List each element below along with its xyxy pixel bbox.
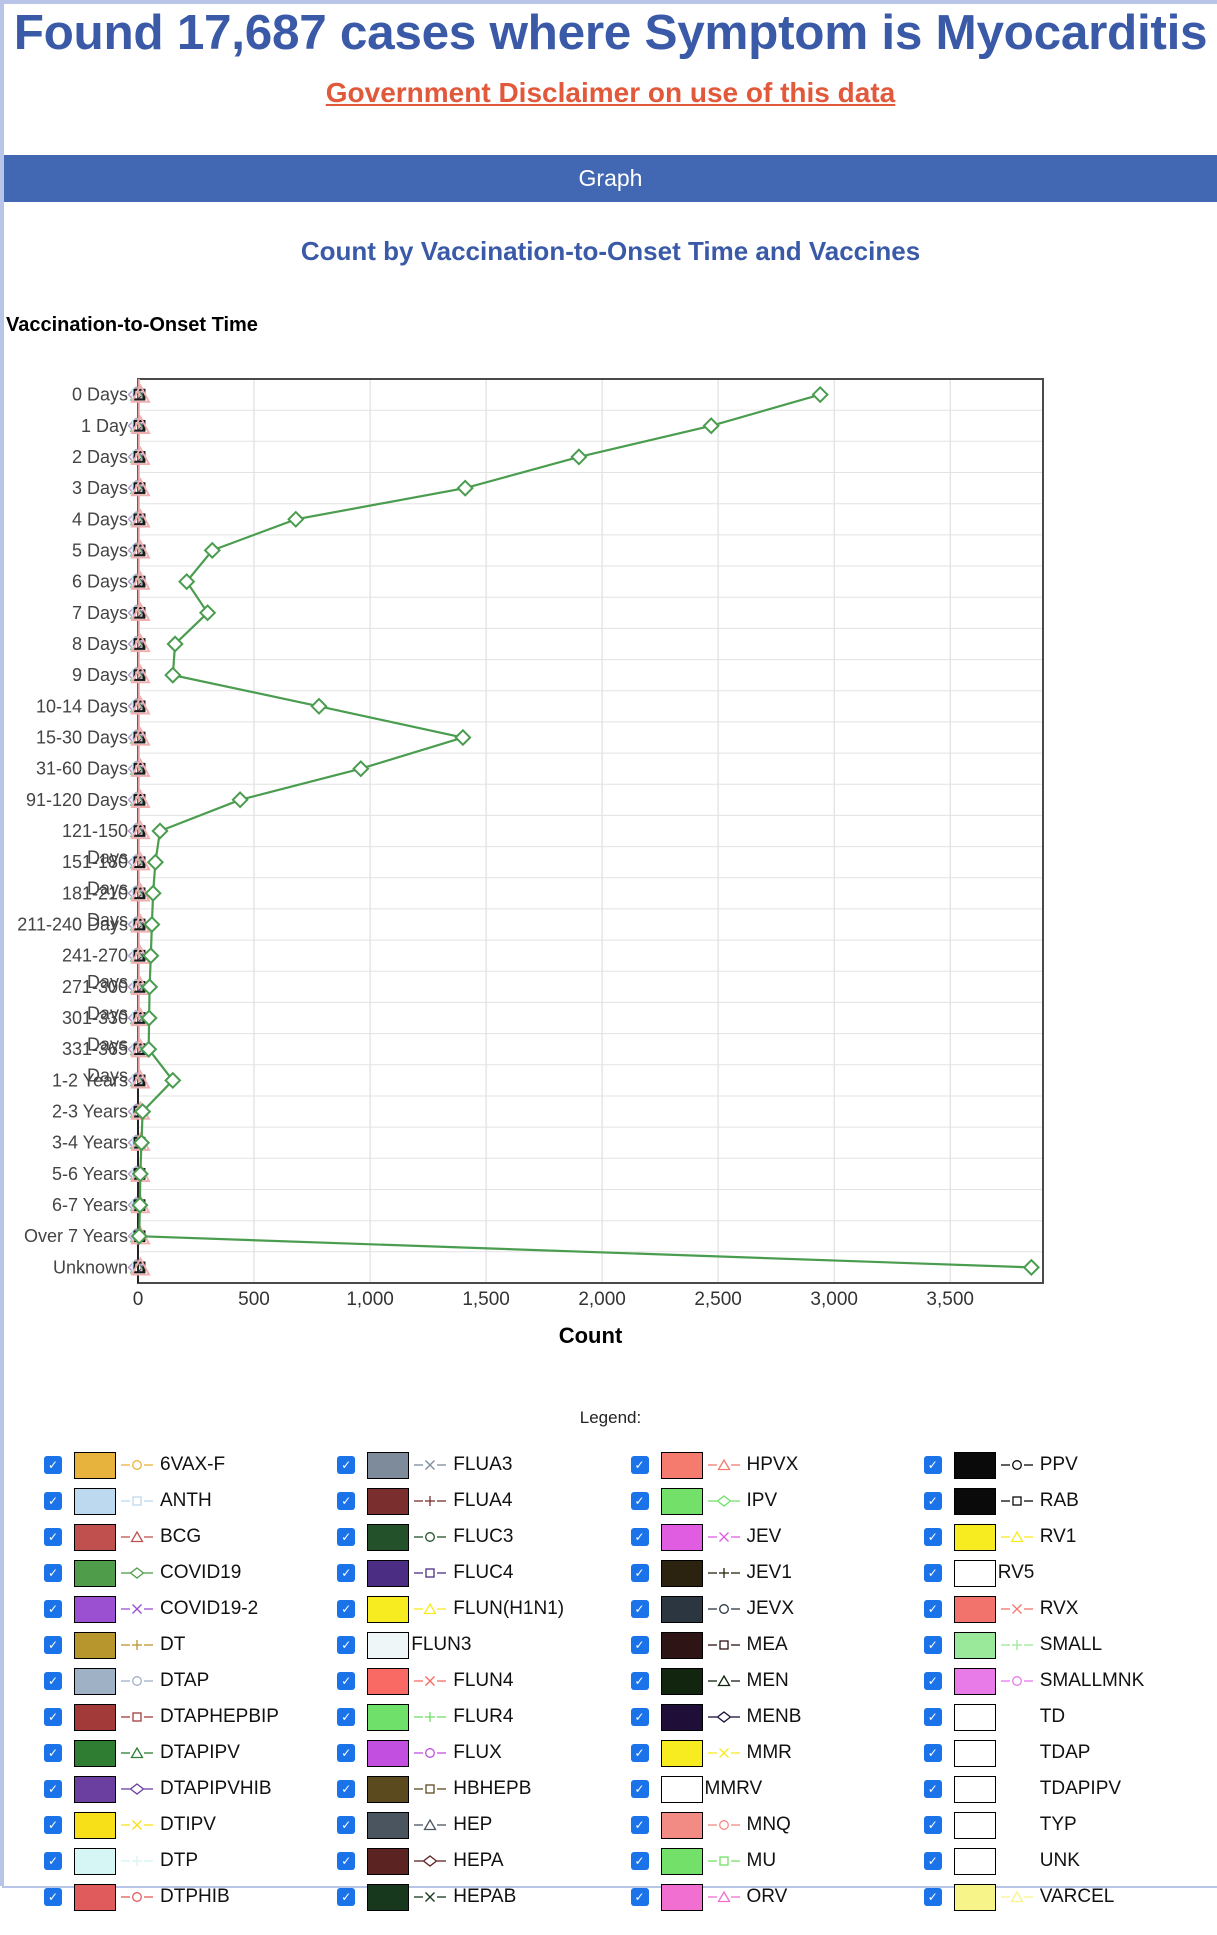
svg-text:5 Days: 5 Days: [72, 540, 128, 560]
svg-text:301-330: 301-330: [62, 1008, 128, 1028]
svg-text:2-3 Years: 2-3 Years: [52, 1102, 128, 1122]
svg-text:Unknown: Unknown: [53, 1257, 128, 1277]
svg-text:10-14 Days: 10-14 Days: [36, 696, 128, 716]
svg-text:0 Days: 0 Days: [72, 385, 128, 405]
svg-text:211-240 Days: 211-240 Days: [17, 915, 128, 935]
svg-text:1,500: 1,500: [462, 1289, 510, 1310]
svg-text:2,500: 2,500: [694, 1289, 742, 1310]
svg-text:7 Days: 7 Days: [72, 603, 128, 623]
svg-text:121-150: 121-150: [62, 821, 128, 841]
svg-text:2,000: 2,000: [578, 1289, 626, 1310]
svg-text:3 Days: 3 Days: [72, 478, 128, 498]
svg-text:331-365: 331-365: [62, 1039, 128, 1059]
svg-text:0: 0: [133, 1289, 144, 1310]
svg-text:5-6 Years: 5-6 Years: [52, 1164, 128, 1184]
svg-text:8 Days: 8 Days: [72, 634, 128, 654]
svg-text:6 Days: 6 Days: [72, 572, 128, 592]
svg-text:9 Days: 9 Days: [72, 665, 128, 685]
svg-text:500: 500: [238, 1289, 270, 1310]
svg-text:3,500: 3,500: [926, 1289, 974, 1310]
svg-text:1-2 Years: 1-2 Years: [52, 1070, 128, 1090]
svg-text:1,000: 1,000: [346, 1289, 394, 1310]
svg-text:6-7 Years: 6-7 Years: [52, 1195, 128, 1215]
svg-text:2 Days: 2 Days: [72, 447, 128, 467]
svg-text:241-270: 241-270: [62, 946, 128, 966]
svg-text:181-210: 181-210: [62, 883, 128, 903]
svg-text:3,000: 3,000: [810, 1289, 858, 1310]
svg-text:1 Day: 1 Day: [81, 416, 128, 436]
svg-text:91-120 Days: 91-120 Days: [26, 790, 128, 810]
svg-text:31-60 Days: 31-60 Days: [36, 759, 128, 779]
svg-text:271-300: 271-300: [62, 977, 128, 997]
svg-text:Vaccination-to-Onset Time: Vaccination-to-Onset Time: [6, 314, 258, 336]
svg-text:3-4 Years: 3-4 Years: [52, 1133, 128, 1153]
svg-text:151-180: 151-180: [62, 852, 128, 872]
svg-text:15-30 Days: 15-30 Days: [36, 728, 128, 748]
svg-text:4 Days: 4 Days: [72, 509, 128, 529]
svg-text:Over 7 Years: Over 7 Years: [24, 1226, 128, 1246]
svg-text:Count: Count: [559, 1323, 623, 1348]
